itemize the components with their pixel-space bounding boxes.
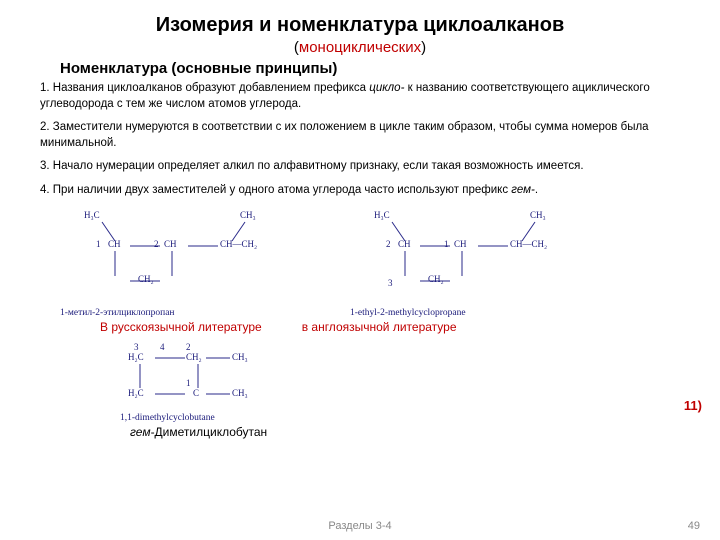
structure-3: [120, 336, 290, 411]
d2-h3c: H₃C: [374, 210, 390, 220]
d3-ch3b: CH₃: [232, 388, 248, 398]
d3-n1: 1: [186, 378, 191, 388]
section-heading: Номенклатура (основные принципы): [60, 60, 680, 77]
d3-ch2: CH₂: [186, 352, 202, 362]
d3-h2c-bot: H₂C: [128, 388, 144, 398]
slide: Изомерия и номенклатура циклоалканов (мо…: [0, 0, 720, 439]
d1-ch-right: CH: [164, 239, 177, 249]
lit-ru: В русскоязычной литературе: [100, 320, 262, 334]
rule-4c: .: [535, 184, 538, 196]
d2-ch-left: CH: [398, 239, 411, 249]
footer-page-number: 49: [688, 520, 700, 532]
d2-ch-right: CH: [454, 239, 467, 249]
subtitle: (моноциклических): [40, 39, 680, 56]
d1-n2: 2: [154, 239, 159, 249]
d3-h2c-top: H₂C: [128, 352, 144, 362]
d3-ch3a: CH₃: [232, 352, 248, 362]
diagram-1: H₃C CH₃ CH CH CH—CH₂ CH₂ 1 2 1-метил-2-э…: [60, 206, 290, 318]
d1-caption: 1-метил-2-этилциклопропан: [60, 308, 290, 318]
subtitle-inner: моноциклических: [299, 39, 421, 56]
lit-en: в англоязычной литературе: [302, 320, 457, 334]
rule-1a: 1. Названия циклоалканов образуют добавл…: [40, 82, 369, 94]
d3-n2: 2: [186, 342, 191, 352]
d3-n4: 4: [160, 342, 165, 352]
d1-chch2: CH—CH₂: [220, 239, 257, 249]
gem-prefix: гем: [130, 425, 151, 439]
d3-c: C: [193, 388, 199, 398]
gem-rest: -Диметилциклобутан: [151, 425, 268, 439]
d2-chch2: CH—CH₂: [510, 239, 547, 249]
d1-h3c: H₃C: [84, 210, 100, 220]
literature-labels: В русскоязычной литературе в англоязычно…: [100, 320, 680, 334]
d2-n2: 2: [386, 239, 391, 249]
footer-center: Разделы 3-4: [0, 520, 720, 532]
d2-ch3: CH₃: [530, 210, 546, 220]
rule-2: 2. Заместители нумеруются в соответствии…: [40, 120, 680, 151]
diagram-3: H₂C H₂C CH₂ C CH₃ CH₃ 1 2 3 4 1,1-dimeth…: [40, 336, 680, 423]
rule-1: 1. Названия циклоалканов образуют добавл…: [40, 81, 680, 112]
annotation-11: 11): [684, 398, 702, 413]
d1-ch2: CH₂: [138, 274, 154, 284]
diagram-row: H₃C CH₃ CH CH CH—CH₂ CH₂ 1 2 1-метил-2-э…: [60, 206, 680, 318]
d1-n1: 1: [96, 239, 101, 249]
d1-ch3: CH₃: [240, 210, 256, 220]
rule-4b: гем-: [511, 184, 535, 196]
d1-ch-left: CH: [108, 239, 121, 249]
structure-2: [350, 206, 580, 306]
d3-caption: 1,1-dimethylcyclobutane: [120, 413, 680, 423]
rule-4a: 4. При наличии двух заместителей у одног…: [40, 184, 511, 196]
d2-n1: 1: [444, 239, 449, 249]
paren-close: ): [421, 39, 426, 56]
diagram-2: H₃C CH₃ CH CH CH—CH₂ CH₂ 2 1 3 1-ethyl-2…: [350, 206, 580, 318]
rule-1b: цикло-: [369, 82, 404, 94]
rule-3: 3. Начало нумерации определяет алкил по …: [40, 159, 680, 175]
structure-1: [60, 206, 290, 306]
gem-label: гем-Диметилциклобутан: [130, 425, 680, 439]
d2-ch2: CH₂: [428, 274, 444, 284]
d2-n3: 3: [388, 278, 393, 288]
d2-caption: 1-ethyl-2-methylcyclopropane: [350, 308, 580, 318]
title: Изомерия и номенклатура циклоалканов: [40, 14, 680, 37]
d3-n3: 3: [134, 342, 139, 352]
rule-4: 4. При наличии двух заместителей у одног…: [40, 183, 680, 199]
